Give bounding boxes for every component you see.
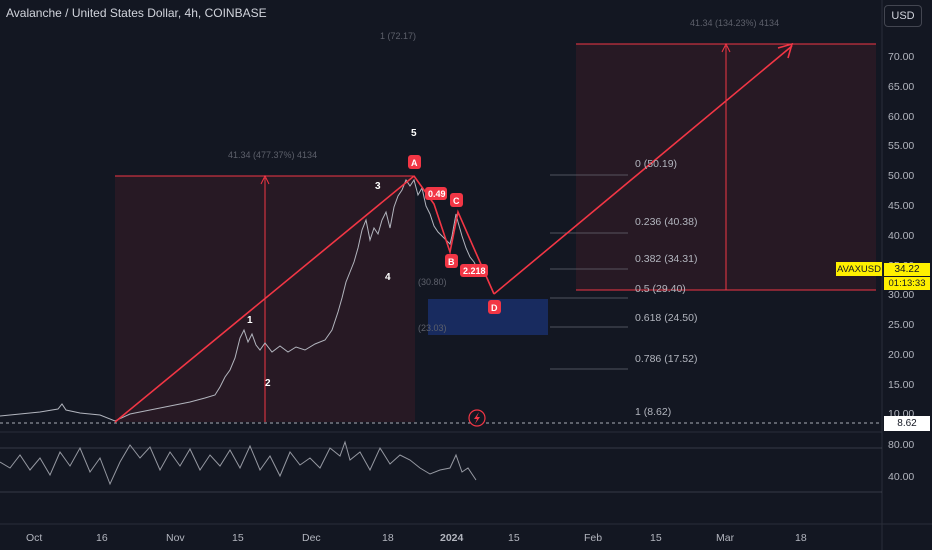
lightning-icon[interactable] <box>468 409 486 427</box>
time-tick: 18 <box>382 532 394 544</box>
point-c-label: C <box>453 196 460 206</box>
point-a-label: A <box>411 158 418 168</box>
time-tick: Nov <box>166 532 185 544</box>
fib-label: 0.382 (34.31) <box>635 253 697 265</box>
rsi-tick: 80.00 <box>888 439 914 451</box>
price-axis[interactable]: 70.00 65.00 60.00 55.00 50.00 45.00 40.0… <box>888 51 914 420</box>
time-tick: Dec <box>302 532 321 544</box>
top-fib-label: 1 (72.17) <box>380 31 416 41</box>
time-tick: 15 <box>508 532 520 544</box>
target-zone-bottom-label: (23.03) <box>418 323 447 333</box>
ratio-tag-049 <box>425 187 447 200</box>
ratio-tag-2218-text: 2.218 <box>463 266 486 276</box>
wave-3-label: 3 <box>375 181 381 192</box>
left-measure-arrowhead <box>260 174 270 185</box>
low-price-tag: 8.62 <box>884 416 930 431</box>
last-price-tag: 34.22 <box>884 263 930 276</box>
fib-label: 0 (50.19) <box>635 158 677 170</box>
right-measure-label: 41.34 (134.23%) 4134 <box>690 18 779 28</box>
currency-button[interactable]: USD <box>884 5 922 27</box>
price-tick: 15.00 <box>888 379 914 391</box>
time-axis[interactable]: Oct 16 Nov 15 Dec 18 2024 15 Feb 15 Mar … <box>26 532 807 544</box>
time-tick: Oct <box>26 532 42 544</box>
time-tick: 15 <box>650 532 662 544</box>
fib-label: 0.618 (24.50) <box>635 312 697 324</box>
time-tick: 15 <box>232 532 244 544</box>
time-tick: 2024 <box>440 532 464 544</box>
point-d-marker <box>488 300 501 314</box>
ratio-tag-049-text: 0.49 <box>428 189 446 199</box>
price-tick: 20.00 <box>888 349 914 361</box>
time-tick: Feb <box>584 532 602 544</box>
bar-countdown-tag: 01:13:33 <box>884 277 930 290</box>
price-series-line <box>0 178 483 422</box>
rsi-tick: 40.00 <box>888 471 914 483</box>
fib-label: 0.236 (40.38) <box>635 216 697 228</box>
price-tick: 25.00 <box>888 319 914 331</box>
wave-5-label: 5 <box>411 128 417 139</box>
wave-1-label: 1 <box>247 315 253 326</box>
time-tick: 18 <box>795 532 807 544</box>
projection-arrow-up <box>493 45 793 295</box>
price-tick: 55.00 <box>888 140 914 152</box>
wave-4-label: 4 <box>385 272 391 283</box>
price-tick: 50.00 <box>888 170 914 182</box>
fib-labels: 0 (50.19) 0.236 (40.38) 0.382 (34.31) 0.… <box>635 158 697 418</box>
point-d-label: D <box>491 303 498 313</box>
point-c-marker <box>450 193 463 207</box>
left-measure-label: 41.34 (477.37%) 4134 <box>228 150 317 160</box>
point-a-marker <box>408 155 421 169</box>
price-tick: 30.00 <box>888 289 914 301</box>
point-b-label: B <box>448 257 455 267</box>
fib-label: 0.5 (29.40) <box>635 283 686 295</box>
price-tick: 45.00 <box>888 200 914 212</box>
fib-label: 0.786 (17.52) <box>635 353 697 365</box>
ratio-tag-2218 <box>460 264 488 277</box>
time-tick: 16 <box>96 532 108 544</box>
right-measure-arrowhead <box>721 42 731 53</box>
target-zone-top-label: (30.80) <box>418 277 447 287</box>
projection-arrowhead <box>777 42 794 59</box>
price-tick: 70.00 <box>888 51 914 63</box>
time-tick: Mar <box>716 532 735 544</box>
wave-2-label: 2 <box>265 378 271 389</box>
price-tick: 65.00 <box>888 81 914 93</box>
chart-title: Avalanche / United States Dollar, 4h, CO… <box>6 6 267 20</box>
fib-label: 1 (8.62) <box>635 406 671 418</box>
price-tick: 40.00 <box>888 230 914 242</box>
rsi-axis: 80.00 40.00 <box>888 439 914 483</box>
fib-retracement-lines <box>550 174 628 370</box>
price-tick: 60.00 <box>888 111 914 123</box>
symbol-tag: AVAXUSD <box>836 262 882 276</box>
point-b-marker <box>445 254 458 268</box>
rsi-line <box>0 440 477 486</box>
trend-arrow-up-left <box>114 175 415 423</box>
